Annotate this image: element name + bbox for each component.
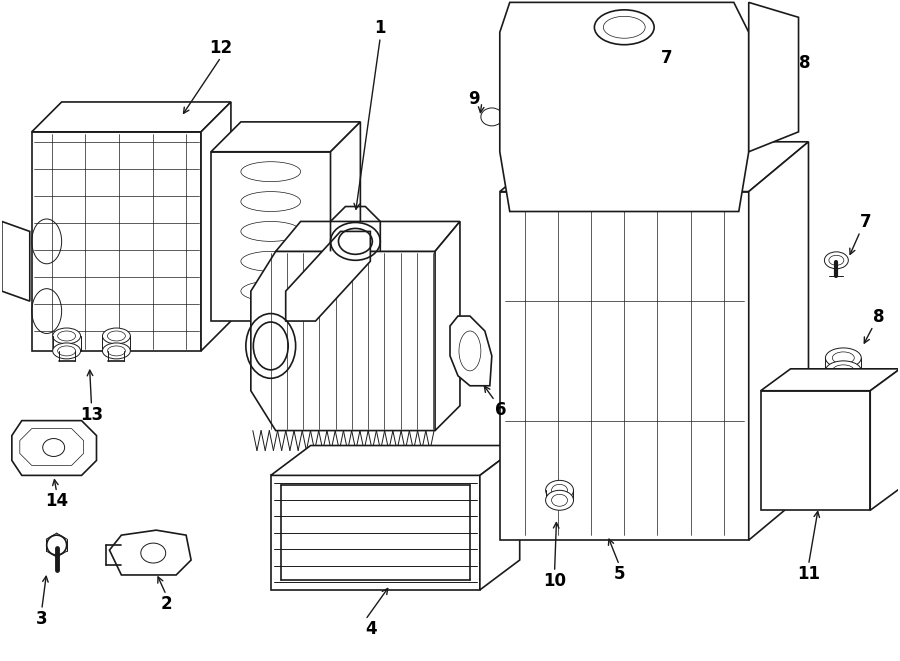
Polygon shape bbox=[760, 391, 870, 510]
Ellipse shape bbox=[734, 101, 774, 123]
Ellipse shape bbox=[832, 352, 854, 364]
Ellipse shape bbox=[545, 481, 573, 500]
Polygon shape bbox=[251, 251, 460, 430]
Polygon shape bbox=[330, 122, 360, 321]
Ellipse shape bbox=[552, 485, 568, 496]
Text: 7: 7 bbox=[860, 214, 872, 231]
Ellipse shape bbox=[653, 77, 681, 97]
Ellipse shape bbox=[103, 328, 130, 344]
Polygon shape bbox=[500, 192, 749, 540]
Polygon shape bbox=[271, 475, 480, 590]
Polygon shape bbox=[211, 152, 330, 321]
Ellipse shape bbox=[481, 108, 503, 126]
Polygon shape bbox=[285, 231, 370, 321]
Text: 13: 13 bbox=[80, 406, 104, 424]
Polygon shape bbox=[32, 102, 231, 132]
Text: 8: 8 bbox=[873, 308, 885, 326]
Ellipse shape bbox=[741, 105, 767, 119]
Ellipse shape bbox=[825, 348, 861, 368]
Polygon shape bbox=[749, 3, 798, 152]
Text: 5: 5 bbox=[614, 565, 625, 583]
Ellipse shape bbox=[824, 252, 849, 269]
Polygon shape bbox=[500, 142, 808, 192]
Text: 6: 6 bbox=[495, 401, 507, 418]
Text: 10: 10 bbox=[543, 572, 566, 590]
Polygon shape bbox=[435, 221, 460, 430]
Polygon shape bbox=[760, 369, 900, 391]
Polygon shape bbox=[450, 316, 491, 386]
Ellipse shape bbox=[734, 83, 774, 105]
Text: 4: 4 bbox=[365, 620, 377, 638]
Ellipse shape bbox=[53, 328, 81, 344]
Polygon shape bbox=[480, 446, 519, 590]
Polygon shape bbox=[32, 132, 201, 351]
Text: 14: 14 bbox=[45, 492, 68, 510]
Text: 8: 8 bbox=[798, 54, 810, 72]
Polygon shape bbox=[271, 446, 519, 475]
Polygon shape bbox=[870, 369, 900, 510]
Ellipse shape bbox=[741, 87, 767, 101]
Text: 3: 3 bbox=[36, 610, 48, 628]
Ellipse shape bbox=[825, 361, 861, 381]
Text: 7: 7 bbox=[662, 49, 673, 67]
Text: 1: 1 bbox=[374, 19, 386, 37]
Text: 12: 12 bbox=[210, 39, 232, 57]
Polygon shape bbox=[211, 122, 360, 152]
Text: 9: 9 bbox=[468, 90, 480, 108]
Polygon shape bbox=[749, 142, 808, 540]
Ellipse shape bbox=[53, 343, 81, 359]
Text: 2: 2 bbox=[160, 595, 172, 613]
Ellipse shape bbox=[832, 365, 854, 377]
Polygon shape bbox=[500, 3, 749, 212]
Ellipse shape bbox=[103, 343, 130, 359]
Text: 11: 11 bbox=[797, 565, 820, 583]
Polygon shape bbox=[275, 221, 460, 251]
Polygon shape bbox=[201, 102, 231, 351]
Ellipse shape bbox=[545, 490, 573, 510]
Polygon shape bbox=[110, 530, 191, 575]
Ellipse shape bbox=[47, 535, 67, 555]
